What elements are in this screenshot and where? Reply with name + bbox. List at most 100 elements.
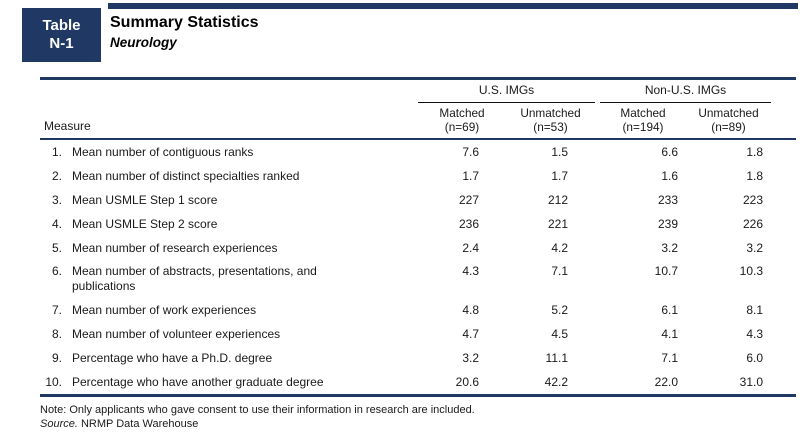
header-rule	[108, 3, 798, 9]
table-row: 3. Mean USMLE Step 1 score 227 212 233 2…	[40, 188, 796, 212]
value-nonus-unmatched: 6.0	[746, 351, 763, 365]
column-header-n: (n=69)	[444, 119, 480, 134]
row-number: 2.	[51, 169, 62, 183]
table-row: 2. Mean number of distinct specialties r…	[40, 164, 796, 188]
table-row: 5. Mean number of research experiences 2…	[40, 236, 796, 260]
column-header-n: (n=53)	[533, 119, 568, 134]
badge-id: N-1	[49, 35, 74, 52]
value-nonus-matched: 6.1	[661, 303, 678, 317]
table-bottom-rule	[40, 394, 796, 397]
value-us-matched: 20.6	[455, 375, 479, 389]
value-us-matched: 7.6	[462, 145, 479, 159]
table-row: 1. Mean number of contiguous ranks 7.6 1…	[40, 140, 796, 164]
value-nonus-unmatched: 10.3	[739, 264, 763, 278]
source-label: Source.	[40, 418, 78, 430]
value-us-matched: 4.7	[462, 327, 479, 341]
value-nonus-unmatched: 8.1	[746, 303, 763, 317]
value-us-unmatched: 221	[547, 217, 568, 231]
table-number-badge: Table N-1	[22, 8, 101, 62]
value-nonus-matched: 1.6	[661, 169, 678, 183]
row-number: 9.	[51, 351, 62, 365]
table-row: 8. Mean number of volunteer experiences …	[40, 322, 796, 346]
value-nonus-matched: 4.1	[661, 327, 678, 341]
value-us-unmatched: 11.1	[545, 351, 568, 365]
value-us-unmatched: 4.5	[551, 327, 568, 341]
badge-word: Table	[42, 17, 81, 34]
row-measure: Percentage who have another graduate deg…	[72, 374, 324, 389]
footnote: Note: Only applicants who gave consent t…	[40, 404, 475, 416]
row-measure: Mean number of volunteer experiences	[72, 326, 281, 341]
row-measure: Mean number of work experiences	[72, 302, 257, 317]
column-header-nonus-matched: Matched (n=194)	[595, 106, 686, 134]
value-us-unmatched: 4.2	[551, 241, 568, 255]
summary-table: U.S. IMGs Non-U.S. IMGs Measure Matched …	[40, 77, 796, 431]
table-body: 1. Mean number of contiguous ranks 7.6 1…	[40, 140, 796, 394]
row-number: 6.	[51, 264, 62, 278]
table-footer: Note: Only applicants who gave consent t…	[40, 403, 796, 431]
value-nonus-matched: 7.1	[661, 351, 678, 365]
column-group-header-row: U.S. IMGs Non-U.S. IMGs	[40, 80, 796, 103]
row-number: 5.	[51, 241, 62, 255]
table-top-rule	[40, 77, 796, 80]
column-header-row: Measure Matched (n=69) Unmatched (n=53) …	[40, 103, 796, 138]
column-header-label: Matched	[620, 105, 666, 120]
row-number: 10.	[45, 375, 62, 389]
row-measure: Mean number of research experiences	[72, 240, 278, 255]
value-nonus-unmatched: 1.8	[746, 145, 763, 159]
value-us-unmatched: 1.7	[551, 169, 568, 183]
value-us-matched: 4.3	[462, 264, 479, 278]
row-measure: Mean USMLE Step 2 score	[72, 216, 218, 231]
table-row: 4. Mean USMLE Step 2 score 236 221 239 2…	[40, 212, 796, 236]
column-header-label: Matched	[439, 105, 485, 120]
column-header-nonus-unmatched: Unmatched (n=89)	[686, 106, 771, 134]
value-us-matched: 236	[458, 217, 479, 231]
value-nonus-unmatched: 31.0	[739, 375, 763, 389]
value-us-unmatched: 7.1	[551, 264, 568, 278]
table-row: 10. Percentage who have another graduate…	[40, 370, 796, 394]
source-text: NRMP Data Warehouse	[80, 418, 199, 430]
column-header-n: (n=89)	[711, 119, 746, 134]
table-header-rule	[40, 137, 796, 140]
value-nonus-unmatched: 3.2	[746, 241, 763, 255]
value-nonus-matched: 239	[657, 217, 678, 231]
group-header-us-imgs: U.S. IMGs	[418, 80, 595, 103]
row-measure: Mean USMLE Step 1 score	[72, 192, 218, 207]
column-header-us-unmatched: Unmatched (n=53)	[506, 106, 595, 134]
row-number: 3.	[51, 193, 62, 207]
value-us-unmatched: 1.5	[551, 145, 568, 159]
value-us-matched: 2.4	[462, 241, 479, 255]
row-measure: Mean number of contiguous ranks	[72, 144, 254, 159]
value-us-unmatched: 212	[547, 193, 568, 207]
row-measure: Mean number of distinct specialties rank…	[72, 168, 300, 183]
value-nonus-matched: 6.6	[661, 145, 678, 159]
value-us-matched: 227	[458, 193, 479, 207]
value-us-unmatched: 42.2	[544, 375, 568, 389]
column-header-label: Unmatched	[520, 105, 581, 120]
column-header-label: Unmatched	[698, 105, 759, 120]
page-title: Summary Statistics	[110, 14, 259, 31]
group-header-non-us-imgs: Non-U.S. IMGs	[600, 80, 771, 103]
value-nonus-matched: 3.2	[661, 241, 678, 255]
value-nonus-unmatched: 4.3	[746, 327, 763, 341]
measure-column-header: Measure	[44, 118, 91, 133]
row-measure: Mean number of abstracts, presentations,…	[72, 264, 317, 293]
row-measure: Percentage who have a Ph.D. degree	[72, 350, 273, 365]
value-nonus-matched: 22.0	[654, 375, 678, 389]
table-row: 9. Percentage who have a Ph.D. degree 3.…	[40, 346, 796, 370]
row-number: 4.	[51, 217, 62, 231]
value-us-matched: 3.2	[462, 351, 479, 365]
value-nonus-matched: 233	[657, 193, 678, 207]
value-nonus-unmatched: 223	[742, 193, 763, 207]
row-number: 8.	[51, 327, 62, 341]
value-us-matched: 4.8	[462, 303, 479, 317]
row-number: 1.	[51, 145, 62, 159]
value-us-unmatched: 5.2	[551, 303, 568, 317]
column-header-n: (n=194)	[622, 119, 664, 134]
title-block: Summary Statistics Neurology	[110, 13, 259, 51]
group-header-spacer	[40, 80, 418, 103]
source-line: Source. NRMP Data Warehouse	[40, 417, 796, 431]
value-us-matched: 1.7	[462, 169, 479, 183]
table-row: 6. Mean number of abstracts, presentatio…	[40, 260, 796, 298]
row-number: 7.	[51, 303, 62, 317]
